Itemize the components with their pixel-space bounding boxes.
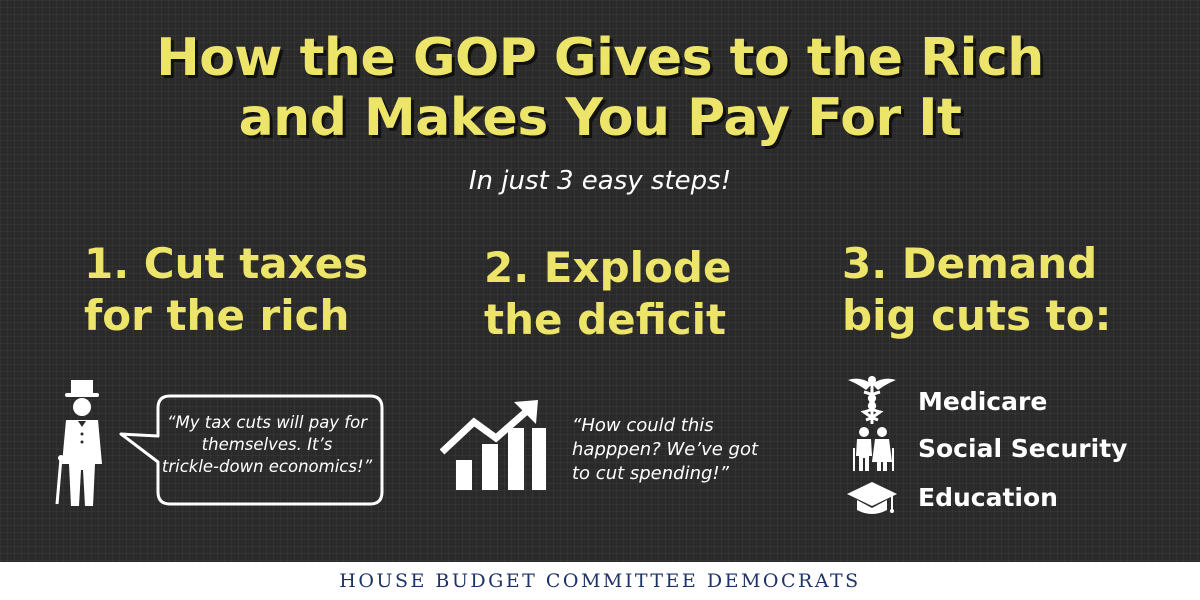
graduation-cap-icon [847, 482, 897, 514]
step-3-line-1: 3. Demand [842, 239, 1098, 288]
title-line-2: and Makes You Pay For It [238, 88, 962, 148]
quote-1-line-1: “My tax cuts will pay for [167, 413, 367, 432]
step-3-line-2: big cuts to: [842, 291, 1112, 340]
quote-2: “How could this happpen? We’ve got to cu… [572, 414, 792, 486]
step-1-heading: 1. Cut taxes for the rich [84, 238, 368, 342]
speech-bubble [119, 394, 384, 506]
rising-chart-icon [440, 400, 546, 490]
caduceus-icon [848, 376, 896, 424]
quote-2-line-2: happpen? We’ve got [572, 439, 759, 460]
title-line-1: How the GOP Gives to the Rich [156, 28, 1044, 88]
gentleman-icon [55, 380, 102, 506]
quote-1: “My tax cuts will pay for themselves. It… [158, 412, 376, 478]
quote-1-line-2: themselves. It’s [201, 435, 333, 454]
cut-item-medicare: Medicare [918, 387, 1048, 416]
step-2-line-2: the deficit [484, 295, 727, 344]
quote-2-line-3: to cut spending!” [572, 463, 729, 484]
cut-item-education: Education [918, 483, 1058, 512]
step-2-heading: 2. Explode the deficit [484, 242, 731, 346]
page-title: How the GOP Gives to the Rich and Makes … [0, 28, 1200, 148]
elderly-couple-icon [853, 427, 894, 471]
step-1-line-1: 1. Cut taxes [84, 239, 369, 288]
quote-2-line-1: “How could this [572, 415, 714, 436]
quote-1-line-3: trickle-down economics!” [161, 457, 373, 476]
subtitle: In just 3 easy steps! [468, 166, 732, 196]
step-2-line-1: 2. Explode [484, 243, 732, 292]
step-3-heading: 3. Demand big cuts to: [842, 238, 1111, 342]
cut-item-social-security: Social Security [918, 434, 1128, 463]
footer-banner: HOUSE BUDGET COMMITTEE DEMOCRATS [0, 562, 1200, 600]
step-1-line-2: for the rich [84, 291, 350, 340]
